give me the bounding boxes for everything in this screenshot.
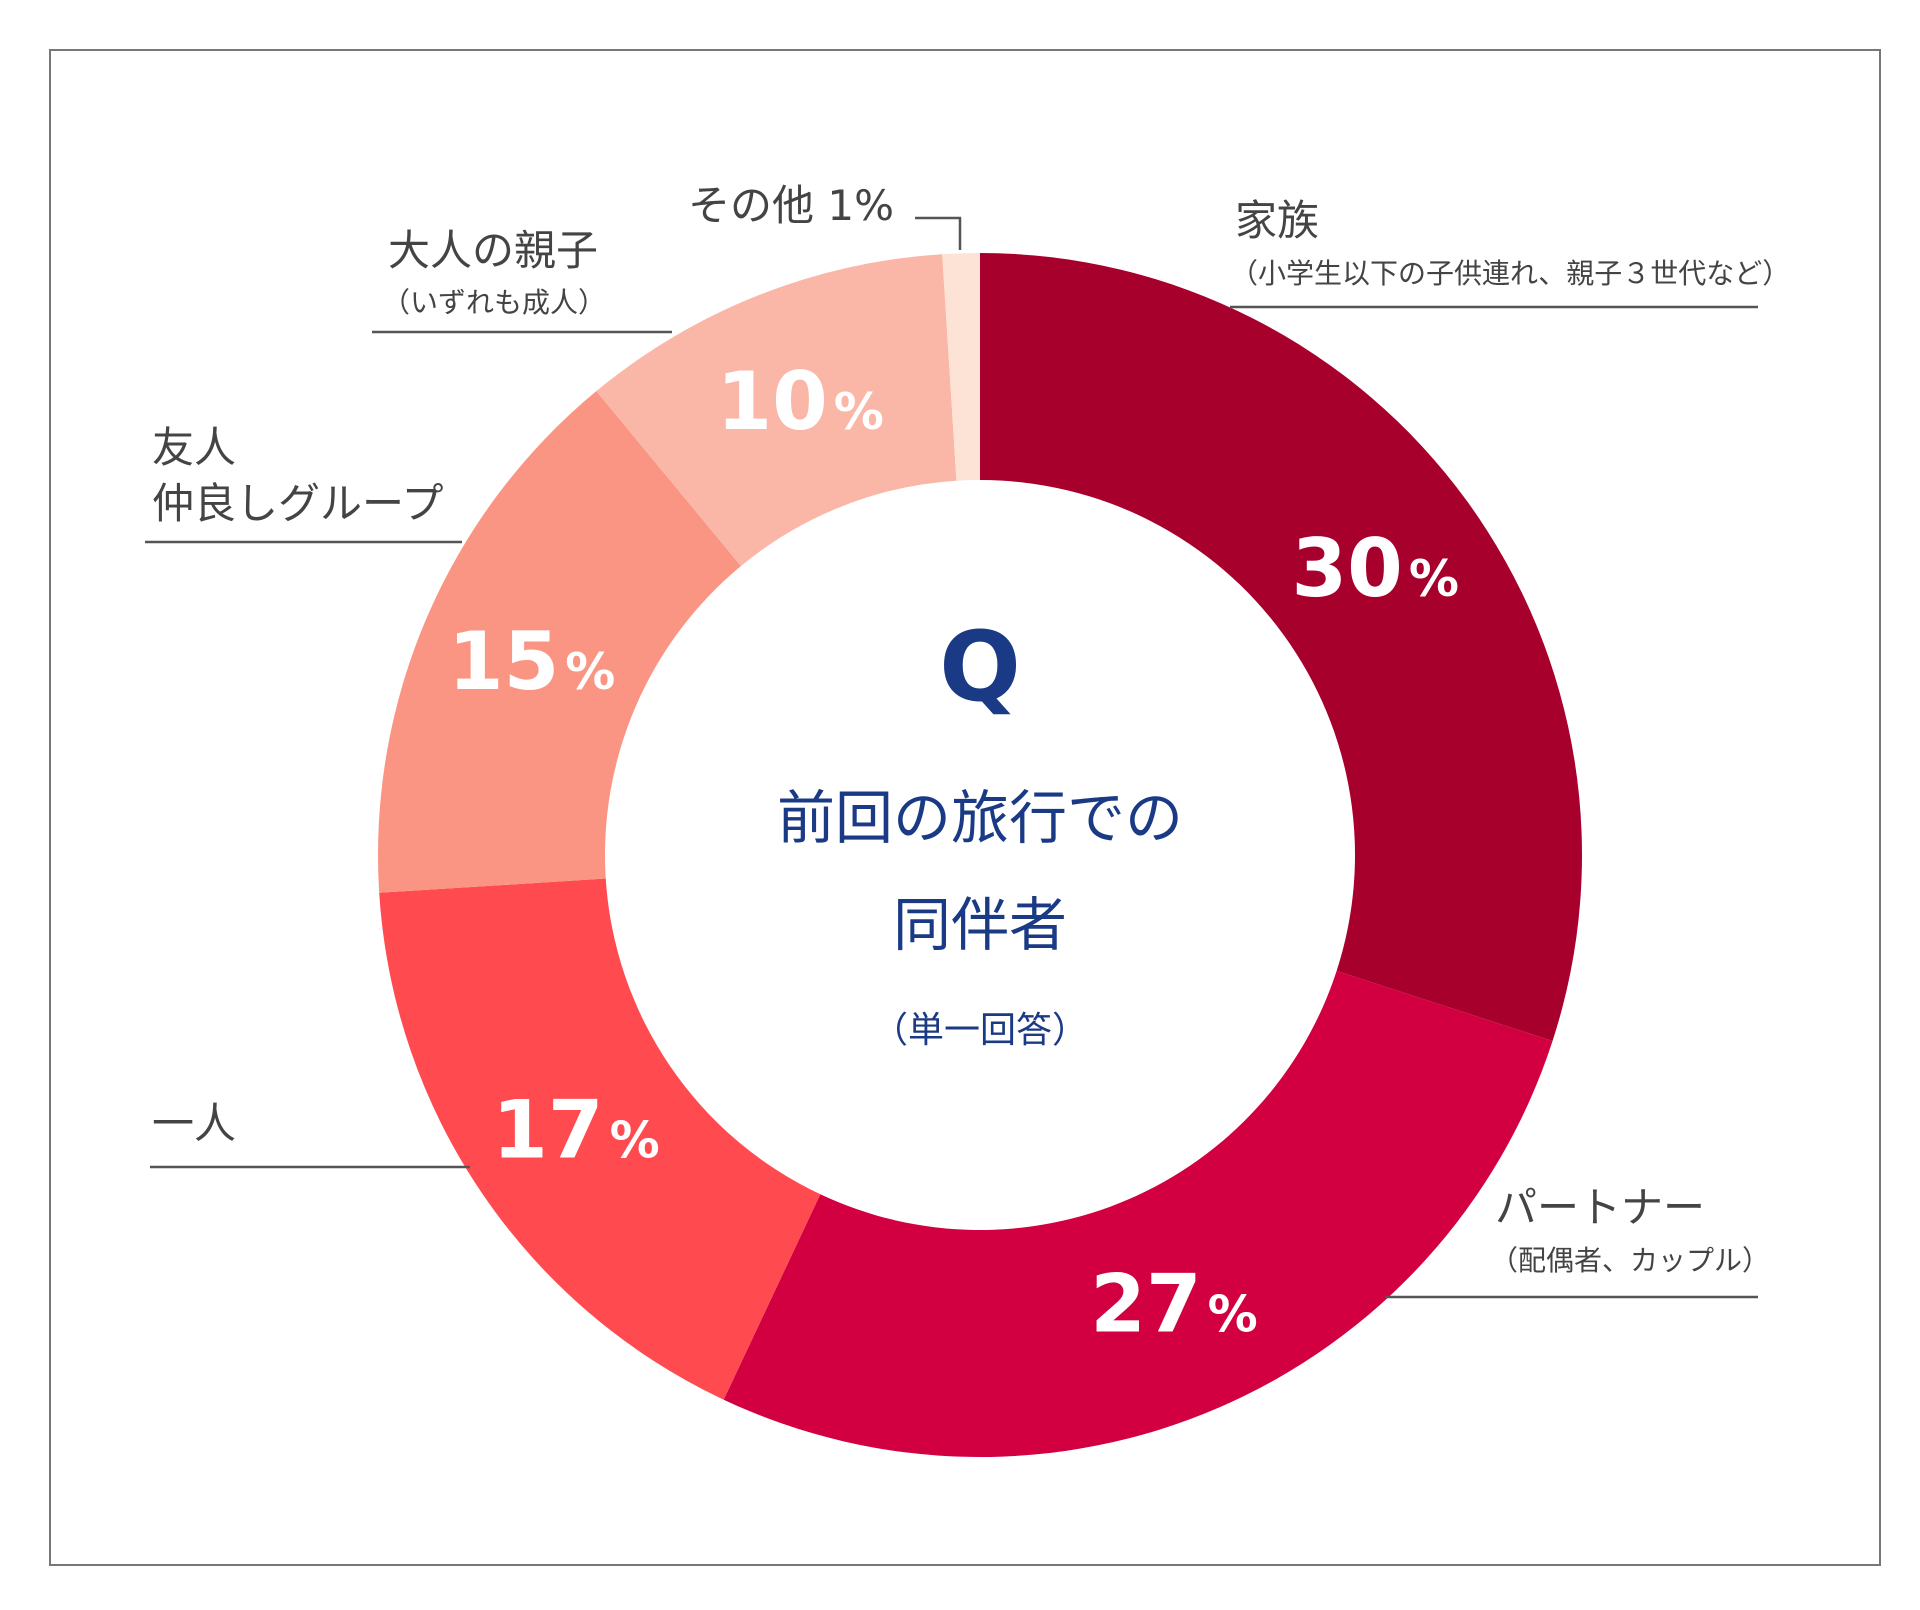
- center-title-line-1: 前回の旅行での: [777, 784, 1183, 852]
- slice-other: [942, 253, 980, 481]
- slice-adult_parent_child: [596, 254, 957, 567]
- slice-value-family: 30%: [1291, 522, 1458, 615]
- slice-partner: [723, 970, 1553, 1458]
- legend-adult-parent-child: 大人の親子 （いずれも成人）: [372, 226, 672, 334]
- legend-alone-label: 一人: [152, 1099, 236, 1148]
- legend-family-sublabel: （小学生以下の子供連れ、親子３世代など）: [1230, 257, 1790, 290]
- legend-friends-label-line2: 仲良しグループ: [152, 479, 443, 528]
- legend-partner: パートナー （配偶者、カップル）: [1385, 1183, 1770, 1299]
- legend-friends-label: 友人: [152, 423, 236, 472]
- legend-other-label: その他 1%: [688, 181, 894, 230]
- slice-friends: [377, 391, 741, 893]
- chart-frame: [49, 49, 1881, 1566]
- center-note: （単一回答）: [872, 1010, 1088, 1051]
- legend-adult-parent-child-sublabel: （いずれも成人）: [382, 286, 606, 319]
- legend-partner-sublabel: （配偶者、カップル）: [1490, 1244, 1770, 1277]
- slice-value-alone: 17%: [492, 1084, 659, 1177]
- legend-family-label: 家族: [1235, 196, 1319, 245]
- legend-alone: 一人: [150, 1099, 470, 1169]
- slice-value-partner: 27%: [1090, 1257, 1257, 1350]
- slice-value-adult_parent_child: 10%: [716, 355, 883, 448]
- slice-alone: [379, 878, 821, 1400]
- legend-adult-parent-child-label: 大人の親子: [388, 226, 598, 275]
- legend-friends: 友人 仲良しグループ: [145, 423, 462, 544]
- slice-family: [980, 253, 1582, 1042]
- slice-value-labels: 30 % 27 % 17 % 15 % 10%: [448, 355, 1459, 1351]
- legend-other: その他 1%: [688, 181, 962, 250]
- legend-family: 家族 （小学生以下の子供連れ、親子３世代など）: [1230, 196, 1790, 309]
- center-q-mark: Q: [939, 611, 1021, 723]
- legend-other-leader: [915, 216, 962, 250]
- center-title-line-2: 同伴者: [893, 891, 1067, 959]
- slice-value-friends: 15%: [448, 615, 615, 708]
- legend-partner-label: パートナー: [1495, 1183, 1705, 1232]
- donut-slices: [377, 253, 1582, 1458]
